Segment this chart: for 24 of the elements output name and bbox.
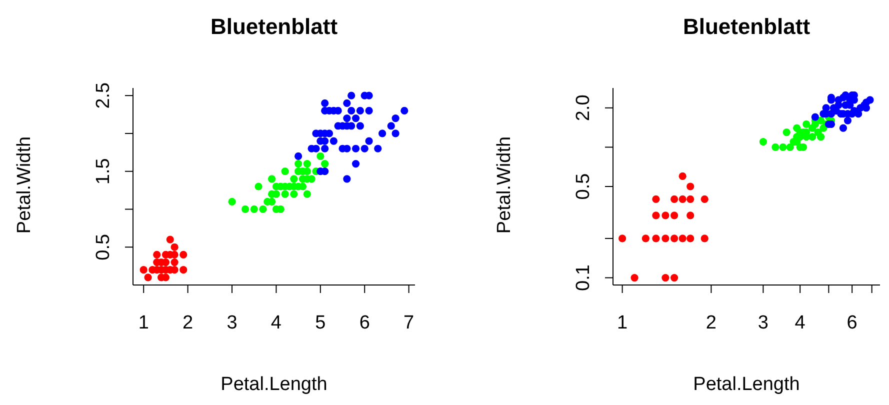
y-tick-label: 2.5 bbox=[93, 82, 114, 109]
x-tick-label: 5 bbox=[315, 312, 326, 334]
x-axis-title: Petal.Length bbox=[692, 374, 801, 396]
y-tick-label: 0.1 bbox=[573, 264, 594, 291]
x-tick-label: 6 bbox=[359, 312, 370, 334]
x-tick-label: 1 bbox=[138, 312, 149, 334]
y-tick-label: 2.0 bbox=[573, 94, 594, 122]
y-axis-title: Petal.Width bbox=[494, 135, 516, 236]
x-axis-title: Petal.Length bbox=[220, 374, 328, 396]
y-tick-label: 1.5 bbox=[93, 158, 114, 185]
y-tick-label: 0.5 bbox=[573, 173, 594, 200]
x-tick-label: 4 bbox=[794, 312, 806, 334]
chart-title: Bluetenblatt bbox=[209, 14, 339, 40]
x-tick-label: 6 bbox=[846, 312, 858, 334]
y-tick-label: 0.5 bbox=[93, 234, 114, 260]
y-axis-title: Petal.Width bbox=[14, 135, 36, 236]
x-tick-label: 7 bbox=[404, 312, 414, 334]
x-tick-label: 4 bbox=[270, 312, 282, 334]
x-tick-label: 3 bbox=[226, 312, 238, 334]
x-tick-label: 1 bbox=[617, 312, 628, 334]
x-tick-label: 2 bbox=[706, 312, 716, 334]
x-tick-label: 3 bbox=[758, 312, 768, 334]
chart-title: Bluetenblatt bbox=[682, 14, 812, 40]
x-tick-label: 2 bbox=[182, 312, 194, 334]
